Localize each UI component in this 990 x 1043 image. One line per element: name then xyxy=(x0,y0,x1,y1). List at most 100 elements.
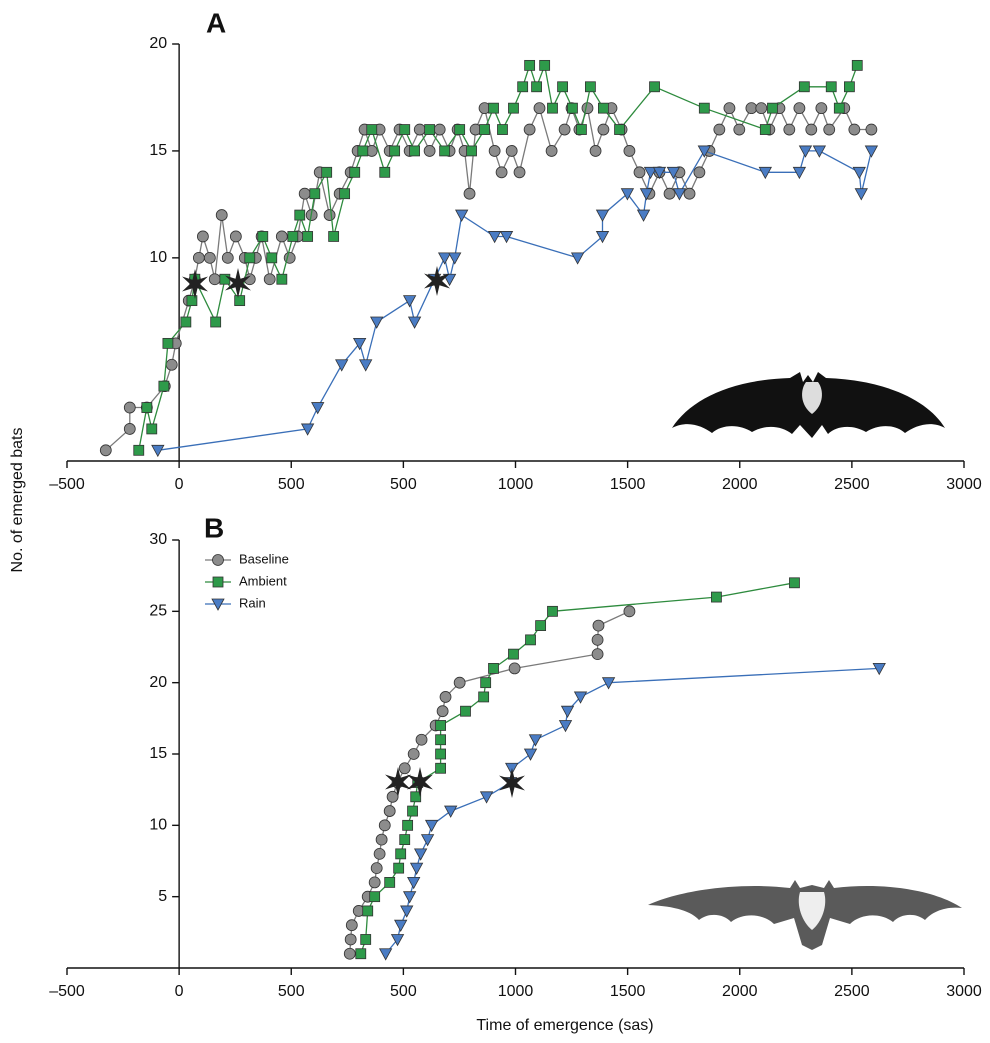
data-point xyxy=(146,423,158,435)
data-point xyxy=(693,166,706,179)
data-point xyxy=(589,145,602,157)
event-star xyxy=(499,768,525,798)
y-tick-label: 25 xyxy=(149,603,167,620)
data-point xyxy=(439,145,451,157)
data-point xyxy=(180,316,192,328)
data-point xyxy=(805,123,818,136)
y-tick-label: 10 xyxy=(149,249,167,266)
data-point xyxy=(560,705,575,719)
data-point xyxy=(99,444,112,457)
x-tick-label: –500 xyxy=(49,476,85,493)
y-tick-label: 10 xyxy=(149,817,167,834)
data-point xyxy=(378,819,391,832)
data-point xyxy=(567,102,578,114)
data-point xyxy=(825,81,837,93)
event-star xyxy=(424,266,450,296)
x-tick-label: 1500 xyxy=(610,983,646,1000)
data-point xyxy=(851,59,863,71)
data-point xyxy=(495,166,508,179)
data-point xyxy=(523,123,536,136)
data-point xyxy=(413,123,426,136)
data-point xyxy=(221,251,234,264)
data-point xyxy=(409,862,424,875)
panel-title: B xyxy=(204,512,224,543)
data-point xyxy=(383,805,396,817)
data-point xyxy=(402,819,414,831)
x-axis-label: Time of emergence (sas) xyxy=(476,1017,653,1034)
data-point xyxy=(864,145,879,158)
data-point xyxy=(581,102,594,115)
data-point xyxy=(535,620,547,631)
data-point xyxy=(792,166,807,180)
data-point xyxy=(398,762,411,775)
y-tick-label: 30 xyxy=(149,531,167,548)
data-point xyxy=(711,591,722,603)
data-point xyxy=(339,188,351,200)
data-point xyxy=(210,316,222,328)
data-point xyxy=(533,102,546,115)
data-point xyxy=(497,124,508,135)
data-point xyxy=(395,848,407,860)
data-point xyxy=(436,705,449,718)
data-point xyxy=(162,337,174,349)
data-point xyxy=(479,791,494,804)
data-point xyxy=(369,891,381,903)
data-point xyxy=(597,123,610,136)
data-point xyxy=(595,231,610,244)
data-point xyxy=(783,123,796,136)
data-point xyxy=(643,166,658,180)
data-point xyxy=(355,948,367,960)
data-point xyxy=(349,166,361,178)
data-point xyxy=(402,295,417,308)
x-tick-label: 1000 xyxy=(498,476,534,493)
data-point xyxy=(723,102,736,115)
data-point xyxy=(733,123,746,136)
data-point xyxy=(133,444,145,456)
data-point xyxy=(872,663,886,676)
legend-label: Ambient xyxy=(239,573,287,588)
data-point xyxy=(524,59,536,71)
x-tick-label: 0 xyxy=(175,476,184,493)
x-tick-label: 2500 xyxy=(834,476,870,493)
data-point xyxy=(488,102,499,114)
data-point xyxy=(151,444,165,458)
data-point xyxy=(454,124,466,135)
data-point xyxy=(697,145,711,158)
y-tick-label: 20 xyxy=(149,674,167,691)
data-point xyxy=(394,919,408,933)
data-point xyxy=(683,187,696,200)
legend-marker xyxy=(212,554,224,566)
data-point xyxy=(370,316,384,329)
data-point xyxy=(547,605,558,617)
data-point xyxy=(229,230,242,243)
data-point xyxy=(789,577,800,589)
panel-title: A xyxy=(206,7,226,38)
data-point xyxy=(636,209,651,222)
data-point xyxy=(257,231,269,242)
y-tick-label: 5 xyxy=(158,888,167,905)
data-point xyxy=(444,805,458,818)
legend-label: Baseline xyxy=(239,551,289,566)
data-point xyxy=(186,295,198,307)
data-point xyxy=(649,81,660,93)
data-point xyxy=(409,145,420,157)
x-tick-label: 0 xyxy=(175,983,184,1000)
data-point xyxy=(865,123,878,136)
data-point xyxy=(390,934,405,947)
data-point xyxy=(141,402,153,413)
x-tick-label: 2500 xyxy=(834,983,870,1000)
data-point xyxy=(379,166,391,178)
data-point xyxy=(633,166,646,179)
data-point xyxy=(528,734,543,747)
data-point xyxy=(378,948,393,961)
data-point xyxy=(558,720,573,733)
series-line xyxy=(157,150,873,451)
data-point xyxy=(570,252,585,265)
data-point xyxy=(208,273,221,286)
data-point xyxy=(666,166,681,180)
data-point xyxy=(345,919,358,932)
data-point xyxy=(407,805,418,817)
data-point xyxy=(508,102,519,114)
data-point xyxy=(399,834,411,845)
